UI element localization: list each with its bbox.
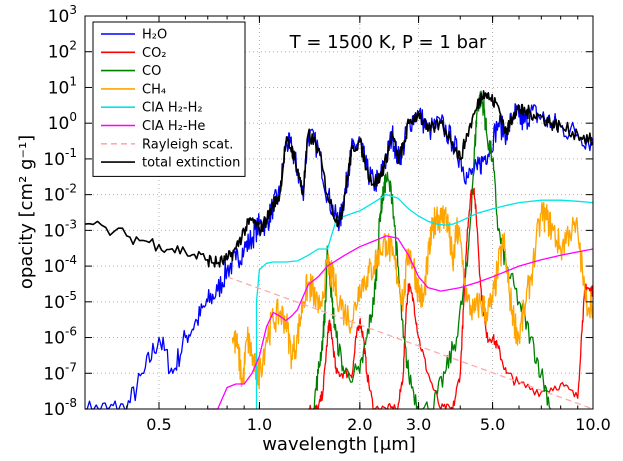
y-tick-label: 10-7 bbox=[43, 360, 77, 384]
series-line-5 bbox=[207, 235, 594, 410]
series-line-1 bbox=[308, 187, 594, 410]
legend-label: CO₂ bbox=[142, 46, 167, 61]
series-line-7 bbox=[84, 90, 594, 268]
legend-label: total extinction bbox=[142, 156, 240, 171]
y-tick-label: 100 bbox=[48, 110, 77, 134]
legend-label: H₂O bbox=[142, 28, 167, 43]
legend: H₂O CO₂ CO CH₄ CIA H₂-H₂ CIA H₂-He Rayleigh sc… bbox=[92, 21, 246, 177]
plot-frame bbox=[84, 15, 594, 410]
series-layer bbox=[84, 90, 594, 410]
y-tick-label: 103 bbox=[48, 3, 77, 27]
y-tick-label: 10-5 bbox=[43, 289, 77, 313]
y-tick-label: 10-6 bbox=[43, 325, 77, 349]
tick-layer: 0.5 1.0 2.0 3.0 5.0 10.0 10-8 10-7 10-6 10-5 10-4 1… bbox=[43, 3, 610, 434]
y-tick-label: 101 bbox=[48, 74, 77, 98]
y-tick-label: 102 bbox=[48, 39, 77, 63]
y-axis-label: opacity [cm² g⁻¹] bbox=[16, 135, 37, 289]
x-tick-label: 10.0 bbox=[575, 415, 611, 434]
x-tick-label: 2.0 bbox=[347, 415, 372, 434]
series-line-4 bbox=[255, 193, 594, 409]
x-tick-label: 3.0 bbox=[406, 415, 431, 434]
series-line-6 bbox=[226, 276, 594, 410]
x-tick-label: 5.0 bbox=[480, 415, 505, 434]
legend-label: CIA H₂-He bbox=[142, 119, 205, 134]
x-axis-label: wavelength [μm] bbox=[262, 434, 416, 455]
legend-label: CIA H₂-H₂ bbox=[142, 101, 203, 116]
y-tick-label: 10-8 bbox=[43, 396, 77, 420]
plot-annotation: T = 1500 K, P = 1 bar bbox=[289, 32, 487, 53]
y-tick-label: 10-3 bbox=[43, 217, 77, 241]
x-tick-label: 1.0 bbox=[247, 415, 272, 434]
legend-label: Rayleigh scat. bbox=[142, 137, 233, 152]
y-tick-label: 10-2 bbox=[43, 182, 77, 206]
y-tick-label: 10-1 bbox=[43, 146, 77, 170]
legend-label: CO bbox=[142, 64, 161, 79]
series-line-2 bbox=[313, 90, 552, 410]
legend-box bbox=[92, 21, 246, 177]
y-tick-label: 10-4 bbox=[43, 253, 77, 277]
x-tick-label: 0.5 bbox=[146, 415, 171, 434]
legend-label: CH₄ bbox=[142, 82, 166, 97]
